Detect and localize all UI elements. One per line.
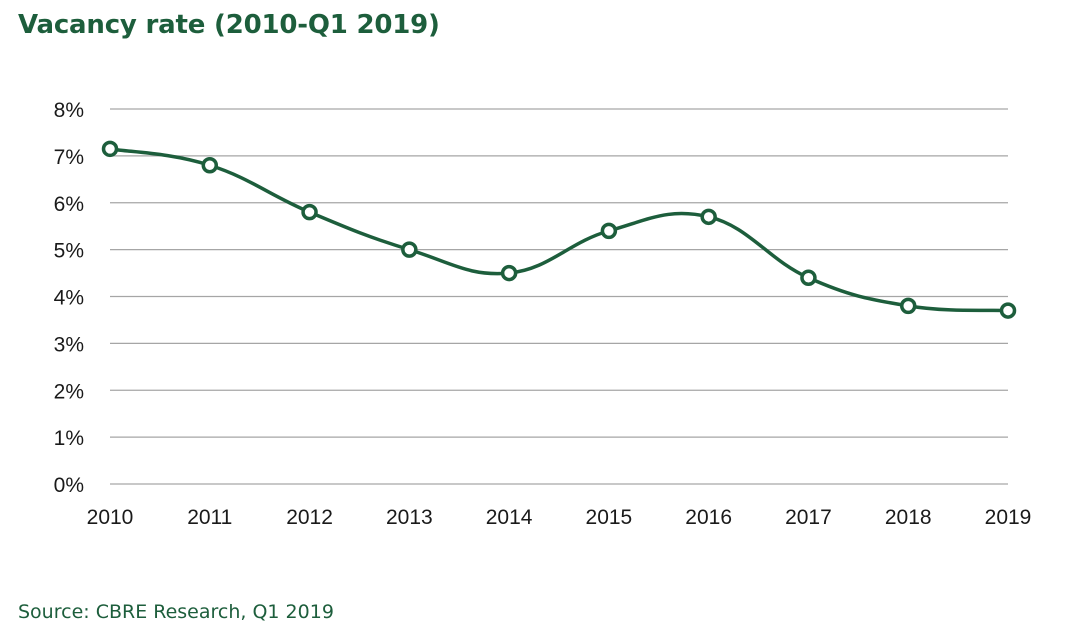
data-point-2018 <box>899 297 917 315</box>
series-line-0 <box>108 147 1010 313</box>
y-tick-label: 4% <box>54 287 84 310</box>
x-tick-label: 2013 <box>386 506 433 529</box>
data-point-2016 <box>700 208 717 226</box>
y-tick-label: 0% <box>54 474 84 497</box>
data-point-2019 <box>999 302 1017 319</box>
data-point-2014 <box>500 264 518 282</box>
y-tick-label: 3% <box>54 333 84 356</box>
data-point-2012 <box>301 203 318 221</box>
series-vacancy-rate <box>108 147 1010 313</box>
x-tick-label: 2010 <box>87 506 134 529</box>
data-point-2010 <box>101 140 119 158</box>
x-tick-label: 2015 <box>586 506 633 529</box>
x-tick-label: 2012 <box>286 506 333 529</box>
y-tick-label: 1% <box>54 427 84 450</box>
x-axis-tick-labels: 2010 2011 2012 2013 2014 2015 2016 2017 2018 2019 <box>87 506 1032 529</box>
x-tick-label: 2019 <box>985 506 1032 529</box>
data-point-2013 <box>401 241 418 258</box>
grid-lines <box>110 108 1008 485</box>
y-tick-label: 5% <box>54 240 84 263</box>
y-tick-label: 2% <box>54 380 84 403</box>
chart-title: Vacancy rate (2010-Q1 2019) <box>18 10 440 40</box>
y-tick-label: 7% <box>54 146 84 169</box>
x-tick-label: 2018 <box>885 506 932 529</box>
x-tick-label: 2016 <box>685 506 732 529</box>
x-tick-label: 2017 <box>785 506 832 529</box>
y-tick-label: 8% <box>54 99 84 122</box>
y-axis-tick-labels: 0% 1% 2% 3% 4% 5% 6% 7% 8% <box>54 99 84 497</box>
x-tick-label: 2011 <box>187 506 232 529</box>
data-point-2017 <box>800 269 817 286</box>
data-point-2015 <box>600 222 618 240</box>
data-points <box>101 140 1017 319</box>
chart-source: Source: CBRE Research, Q1 2019 <box>18 601 334 623</box>
y-tick-label: 6% <box>54 193 84 216</box>
data-point-2011 <box>201 157 219 174</box>
x-tick-label: 2014 <box>486 506 533 529</box>
